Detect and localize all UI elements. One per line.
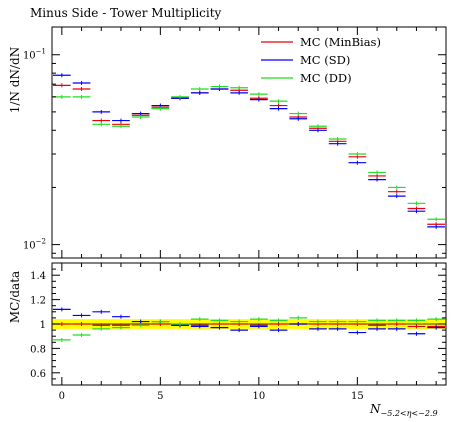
ratio-series-2: [53, 307, 445, 336]
main-y-tick-label: 10−2: [23, 238, 46, 252]
x-tick-label: 5: [157, 391, 163, 402]
legend-label: MC (DD): [300, 71, 352, 85]
ratio-y-tick-label: 1.2: [30, 296, 46, 307]
x-tick-label: 15: [351, 391, 364, 402]
x-axis-label: N−5.2<η<−2.9: [369, 402, 438, 418]
main-series-2: [53, 73, 445, 229]
main-panel: 10−2 10−1 MC (MinBias) MC (SD) MC (DD): [23, 26, 447, 259]
ratio-y-axis-label: MC/data: [8, 271, 22, 323]
x-axis-label-subscript: −5.2<η<−2.9: [381, 409, 438, 418]
main-series-1: [53, 83, 445, 227]
legend-label: MC (SD): [300, 53, 350, 67]
ratio-panel: 0 5 10 15 0.6 0.8 1 1.2 1.4: [30, 262, 447, 402]
main-y-axis-label: 1/N dN/dN: [8, 47, 22, 113]
legend-label: MC (MinBias): [300, 35, 381, 49]
ratio-y-tick-label: 0.6: [30, 369, 46, 380]
ratio-y-tick-label: 1: [40, 320, 46, 331]
main-plot-frame: [51, 26, 447, 259]
main-series-3: [53, 84, 445, 222]
x-tick-label: 0: [59, 391, 65, 402]
x-axis-label-main: N: [369, 402, 381, 416]
chart-title: Minus Side - Tower Multiplicity: [30, 6, 222, 20]
ratio-series-3: [53, 315, 445, 342]
legend: MC (MinBias) MC (SD) MC (DD): [261, 35, 381, 85]
x-tick-label: 10: [252, 391, 265, 402]
ratio-y-tick-label: 0.8: [30, 344, 46, 355]
ratio-y-tick-label: 1.4: [30, 271, 46, 282]
main-y-tick-label: 10−1: [23, 48, 46, 62]
